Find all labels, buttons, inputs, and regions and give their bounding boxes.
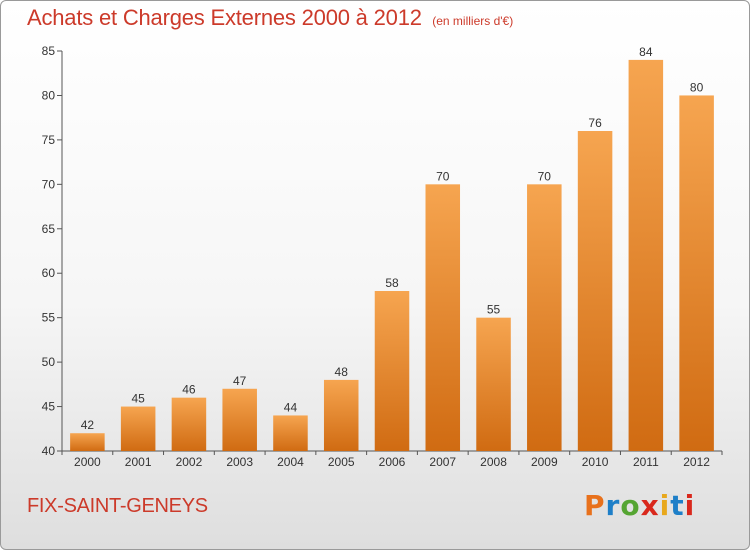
- y-tick-label: 85: [42, 44, 56, 58]
- x-tick-label: 2007: [429, 455, 456, 469]
- value-label: 44: [284, 400, 298, 414]
- x-tick-label: 2010: [582, 455, 609, 469]
- bar: [527, 184, 562, 452]
- title-row: Achats et Charges Externes 2000 à 2012 (…: [27, 5, 513, 31]
- y-tick-label: 55: [42, 311, 56, 325]
- y-tick-label: 80: [42, 88, 56, 102]
- y-tick-label: 50: [42, 355, 56, 369]
- value-label: 47: [233, 374, 247, 388]
- bar: [273, 415, 308, 451]
- x-tick-label: 2008: [480, 455, 507, 469]
- bar: [374, 291, 410, 451]
- y-tick-label: 75: [42, 133, 56, 147]
- value-label: 58: [385, 276, 399, 290]
- bar: [222, 388, 257, 451]
- proxiti-logo: Proxiti: [584, 489, 695, 522]
- y-tick-label: 40: [42, 444, 56, 458]
- bar: [628, 59, 664, 452]
- value-label: 42: [81, 418, 95, 432]
- chart-title: Achats et Charges Externes 2000 à 2012: [27, 5, 422, 30]
- x-tick-label: 2004: [277, 455, 304, 469]
- y-tick-label: 65: [42, 222, 56, 236]
- value-label: 80: [690, 80, 704, 94]
- x-tick-label: 2011: [633, 455, 659, 469]
- bar: [679, 95, 714, 451]
- value-label: 76: [588, 116, 602, 130]
- logo-letter: P: [584, 489, 606, 522]
- logo-letter: x: [640, 489, 660, 522]
- x-tick-label: 2005: [328, 455, 355, 469]
- x-tick-label: 2001: [125, 455, 152, 469]
- value-label: 45: [131, 392, 145, 406]
- x-tick-label: 2003: [226, 455, 253, 469]
- logo-letter: t: [670, 489, 685, 522]
- chart-subtitle: (en milliers d'€): [432, 14, 514, 28]
- commune-name: FIX-SAINT-GENEYS: [27, 495, 208, 517]
- x-tick-label: 2012: [683, 455, 710, 469]
- bar: [323, 379, 359, 451]
- bars: [70, 59, 714, 452]
- value-label: 55: [487, 303, 501, 317]
- value-label: 70: [436, 169, 450, 183]
- labels: 2000 42 2001 45 2002 46 2003 47 2004 44 2005 48 2006…: [74, 45, 710, 469]
- y-tick-label: 45: [42, 400, 56, 414]
- logo-letter: i: [659, 489, 671, 522]
- value-label: 70: [538, 169, 552, 183]
- value-label: 48: [335, 365, 349, 379]
- x-tick-label: 2006: [379, 455, 406, 469]
- x-tick-label: 2000: [74, 455, 101, 469]
- y-tick-label: 60: [42, 266, 56, 280]
- x-tick-label: 2009: [531, 455, 558, 469]
- logo-letter: r: [605, 489, 621, 522]
- bar: [120, 406, 156, 451]
- bar: [425, 184, 461, 452]
- bar: [476, 317, 511, 451]
- x-tick-label: 2002: [176, 455, 203, 469]
- logo-letter: i: [684, 489, 696, 522]
- bar: [577, 131, 613, 451]
- bar: [171, 397, 207, 451]
- y-tick-label: 70: [42, 177, 56, 191]
- value-label: 84: [639, 45, 653, 59]
- bar: [70, 433, 105, 451]
- value-label: 46: [182, 383, 196, 397]
- logo-letter: o: [620, 489, 641, 522]
